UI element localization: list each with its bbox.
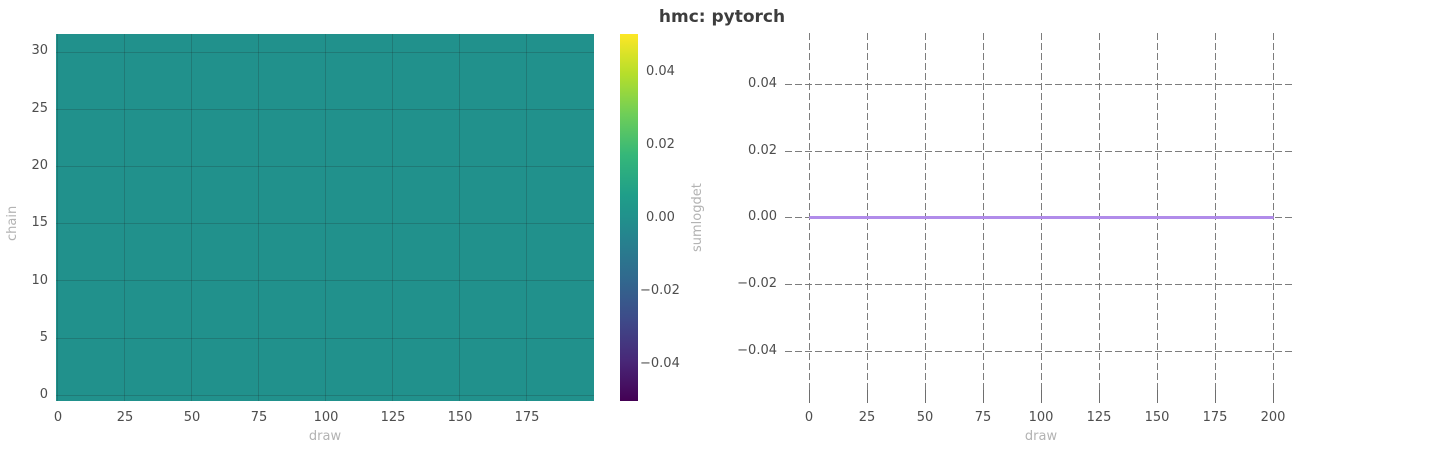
heatmap-gridline-x [124, 34, 125, 401]
line-x-tickmark [867, 390, 868, 403]
heatmap-x-tick: 25 [116, 410, 134, 425]
figure-title: hmc: pytorch [658, 7, 786, 27]
colorbar-tick: −0.04 [640, 356, 680, 371]
heatmap-x-tick: 75 [250, 410, 268, 425]
colorbar-tick: −0.02 [640, 283, 680, 298]
heatmap-y-tick: 25 [31, 101, 48, 116]
heatmap-gridline-x [325, 34, 326, 401]
line-xaxis-label: draw [1024, 429, 1058, 444]
line-x-tick: 100 [1028, 410, 1054, 425]
line-y-tick: 0.04 [748, 76, 777, 91]
heatmap-y-tick: 30 [31, 43, 48, 58]
heatmap-plot-area [56, 34, 594, 401]
line-y-tick: 0.00 [748, 209, 777, 224]
heatmap-gridline-y [56, 395, 594, 396]
heatmap-gridline-y [56, 280, 594, 281]
heatmap-yaxis-label: chain [5, 205, 20, 241]
line-x-tick: 50 [916, 410, 934, 425]
line-x-tick: 150 [1144, 410, 1170, 425]
colorbar-tick: 0.02 [646, 137, 675, 152]
heatmap-y-tick: 15 [31, 215, 48, 230]
heatmap-gridline-x [57, 34, 58, 401]
heatmap-y-tick: 20 [31, 158, 48, 173]
line-x-tick: 75 [974, 410, 992, 425]
line-x-tickmark [1157, 390, 1158, 403]
heatmap-y-tick: 10 [31, 273, 48, 288]
heatmap-y-tick: 0 [39, 387, 48, 402]
line-x-tick: 175 [1202, 410, 1228, 425]
heatmap-x-tick: 175 [514, 410, 540, 425]
line-x-tick: 125 [1086, 410, 1112, 425]
line-x-tickmark [1099, 390, 1100, 403]
line-y-tick: −0.04 [737, 343, 777, 358]
heatmap-y-tick: 5 [39, 330, 48, 345]
line-x-tick: 25 [858, 410, 876, 425]
line-y-tick: −0.02 [737, 276, 777, 291]
heatmap-gridline-x [191, 34, 192, 401]
line-x-tickmark [983, 390, 984, 403]
heatmap-gridline-y [56, 52, 594, 53]
line-x-tickmark [809, 390, 810, 403]
line-gridline-y [785, 284, 1293, 285]
colorbar-tick: 0.00 [646, 210, 675, 225]
line-y-tick: 0.02 [748, 143, 777, 158]
heatmap-gridline-x [526, 34, 527, 401]
line-x-tickmark [1041, 390, 1042, 403]
colorbar-tick: 0.04 [646, 64, 675, 79]
heatmap-gridline-y [56, 109, 594, 110]
line-x-tickmark [1273, 390, 1274, 403]
sumlogdet-trace-line [809, 216, 1274, 219]
line-gridline-y [785, 151, 1293, 152]
colorbar-label: sumlogdet [690, 183, 705, 253]
heatmap-x-tick: 50 [183, 410, 201, 425]
colorbar-gradient [620, 34, 638, 401]
heatmap-x-tick: 0 [53, 410, 63, 425]
heatmap-xaxis-label: draw [308, 429, 342, 444]
line-x-tickmark [1215, 390, 1216, 403]
heatmap-x-tick: 125 [380, 410, 406, 425]
heatmap-gridline-x [392, 34, 393, 401]
line-gridline-y [785, 84, 1293, 85]
heatmap-gridline-y [56, 338, 594, 339]
line-x-tick: 0 [804, 410, 814, 425]
heatmap-gridline-y [56, 223, 594, 224]
line-x-tick: 200 [1260, 410, 1286, 425]
heatmap-gridline-y [56, 166, 594, 167]
heatmap-gridline-x [258, 34, 259, 401]
heatmap-x-tick: 150 [447, 410, 473, 425]
line-x-tickmark [925, 390, 926, 403]
heatmap-x-tick: 100 [313, 410, 339, 425]
heatmap-gridline-x [459, 34, 460, 401]
line-gridline-y [785, 351, 1293, 352]
